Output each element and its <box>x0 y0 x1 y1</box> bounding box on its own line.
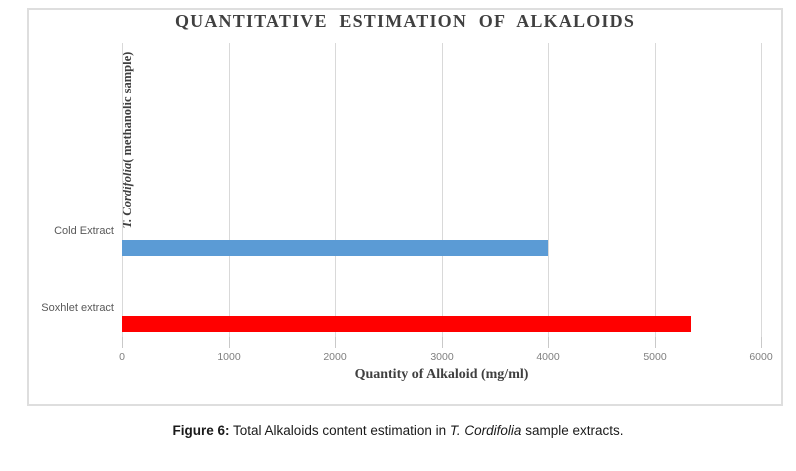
x-tick-0 <box>122 337 123 348</box>
x-tick-label-0: 0 <box>119 351 125 363</box>
gridline-x-3000 <box>442 43 443 337</box>
x-tick-label-2000: 2000 <box>323 351 347 363</box>
x-tick-6000 <box>761 337 762 348</box>
x-tick-label-3000: 3000 <box>430 351 454 363</box>
chart-frame <box>27 8 783 406</box>
bar-soxhlet-extract <box>122 316 691 332</box>
x-tick-label-6000: 6000 <box>749 351 773 363</box>
x-tick-label-1000: 1000 <box>217 351 241 363</box>
chart-title: QUANTITATIVE ESTIMATION OF ALKALOIDS <box>174 11 636 31</box>
figure-caption-species: T. Cordifolia <box>449 423 522 438</box>
gridline-x-1000 <box>229 43 230 337</box>
gridline-x-4000 <box>548 43 549 337</box>
gridline-x-5000 <box>655 43 656 337</box>
plot-area <box>122 43 762 337</box>
x-tick-1000 <box>229 337 230 348</box>
bar-cold-extract <box>122 240 548 256</box>
x-tick-label-5000: 5000 <box>643 351 667 363</box>
gridline-x-0 <box>122 43 123 337</box>
gridline-x-2000 <box>335 43 336 337</box>
x-tick-5000 <box>655 337 656 348</box>
figure-caption: Figure 6: Total Alkaloids content estima… <box>0 423 796 438</box>
category-label-soxhlet-extract: Soxhlet extract <box>41 302 114 314</box>
gridline-x-6000 <box>761 43 762 337</box>
figure-caption-label: Figure 6: <box>172 423 230 438</box>
x-tick-2000 <box>335 337 336 348</box>
category-label-cold-extract: Cold Extract <box>54 225 114 237</box>
x-tick-label-4000: 4000 <box>536 351 560 363</box>
x-tick-4000 <box>548 337 549 348</box>
figure-caption-body: Total Alkaloids content estimation in <box>229 423 450 438</box>
figure-caption-suffix: sample extracts. <box>521 423 624 438</box>
x-axis-title: Quantity of Alkaloid (mg/ml) <box>354 367 529 382</box>
x-tick-3000 <box>442 337 443 348</box>
